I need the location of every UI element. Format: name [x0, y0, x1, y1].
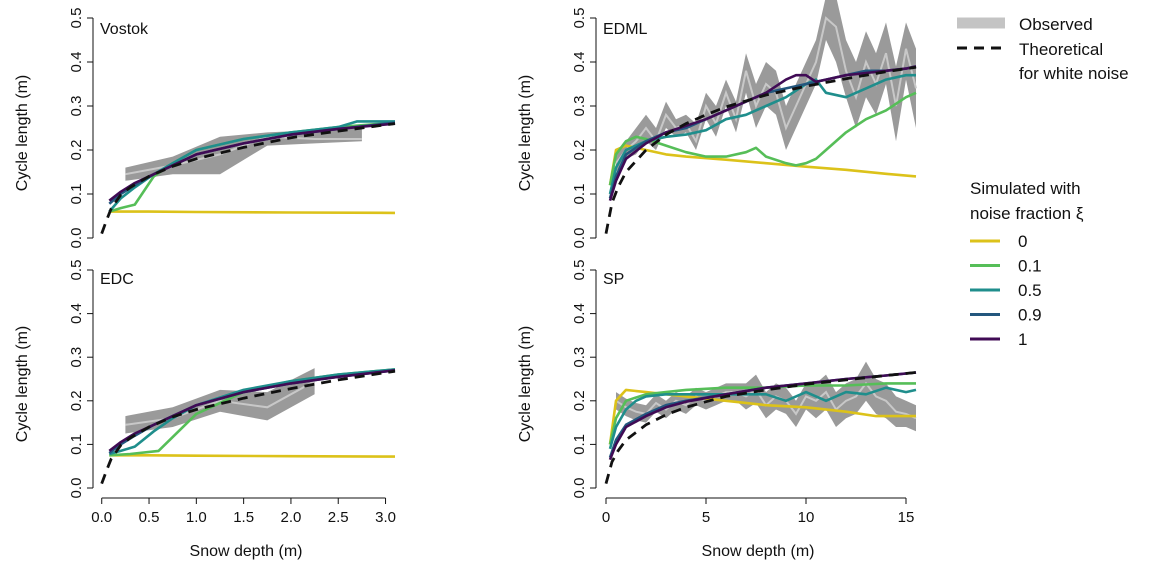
y-tick-label: 0.4 — [571, 52, 588, 73]
x-tick-label: 0.5 — [139, 509, 160, 526]
observed-line — [125, 380, 316, 426]
legend-theory-label-line1: Theoretical — [1019, 40, 1103, 59]
panel-label-sp: SP — [603, 271, 624, 288]
series-line-xi-0-5 — [108, 120, 395, 213]
x-tick-label: 2.5 — [328, 509, 349, 526]
y-tick-label: 0.1 — [571, 184, 588, 205]
legend-entries: 0 0.1 0.5 0.9 1 — [970, 232, 1042, 349]
y-tick-label: 0.5 — [571, 260, 588, 281]
panel-vostok: 0.0 0.1 0.2 0.3 0.4 0.5 Cycle length (m) Vosto… — [14, 8, 396, 249]
y-tick-label: 0.2 — [68, 140, 85, 161]
y-tick-label: 0.4 — [68, 52, 85, 73]
observed-line — [615, 16, 917, 164]
x-tick-label: 3.0 — [375, 509, 396, 526]
panel-edc: 0.0 0.1 0.2 0.3 0.4 0.5 Cycle length (m) 0.0 0.5… — [14, 260, 396, 560]
y-tick-label: 0.3 — [571, 96, 588, 117]
legend-label-xi-0: 0 — [1018, 232, 1027, 251]
series-line-xi-0-1 — [608, 91, 917, 186]
observed-band — [616, 361, 916, 432]
legend-label-xi-0-9: 0.9 — [1018, 306, 1042, 325]
panel-label-vostok: Vostok — [100, 21, 149, 38]
series-line-xi-0 — [109, 210, 396, 215]
y-tick-label: 0.1 — [68, 434, 85, 455]
y-tick-label: 0.4 — [68, 303, 85, 324]
plot-area-sp: 0.0 0.1 0.2 0.3 0.4 0.5 Cycle length (m) 0 5 10 15… — [517, 260, 917, 560]
y-tick-label: 0.0 — [571, 478, 588, 499]
legend-label-xi-0-1: 0.1 — [1018, 257, 1042, 276]
y-tick-label: 0.4 — [571, 303, 588, 324]
x-tick-label: 2.0 — [281, 509, 302, 526]
series-line-xi-1 — [108, 369, 396, 452]
legend: Observed Theoretical for white noise Sim… — [957, 15, 1129, 349]
theory-line — [604, 371, 917, 484]
x-axis-title: Snow depth (m) — [190, 543, 303, 560]
plot-area-vostok: 0.0 0.1 0.2 0.3 0.4 0.5 Cycle length (m) — [14, 8, 396, 249]
legend-theory-label-line2: for white noise — [1019, 64, 1129, 83]
y-axis-title: Cycle length (m) — [14, 326, 31, 442]
x-tick-label: 0.0 — [91, 509, 112, 526]
y-axis-title: Cycle length (m) — [517, 75, 534, 191]
y-tick-label: 0.3 — [68, 347, 85, 368]
y-tick-label: 0.5 — [68, 260, 85, 281]
series-line-xi-1 — [108, 122, 396, 202]
x-tick-label: 0 — [602, 509, 610, 526]
legend-label-xi-1: 1 — [1018, 330, 1027, 349]
y-tick-label: 0.3 — [68, 96, 85, 117]
y-tick-label: 0.5 — [68, 8, 85, 29]
series-line-xi-1 — [608, 65, 917, 201]
x-tick-label: 10 — [798, 509, 815, 526]
y-axis-title: Cycle length (m) — [14, 75, 31, 191]
panel-edml: 0.0 0.1 0.2 0.3 0.4 0.5 Cycle length (m) EDML — [517, 0, 917, 249]
series-line-xi-1 — [608, 371, 917, 461]
y-axis-title: Cycle length (m) — [517, 326, 534, 442]
legend-sim-title-line1: Simulated with — [970, 179, 1081, 198]
legend-sim-title-line2: noise fraction ξ — [970, 204, 1084, 223]
panel-label-edml: EDML — [603, 21, 648, 38]
x-axis-title: Snow depth (m) — [702, 543, 815, 560]
panel-label-edc: EDC — [100, 271, 134, 288]
y-tick-label: 0.0 — [571, 228, 588, 249]
y-tick-label: 0.2 — [571, 140, 588, 161]
x-tick-label: 5 — [702, 509, 710, 526]
series-line-xi-0-1 — [608, 382, 916, 445]
series-line-xi-0 — [109, 454, 396, 458]
series-line-xi-0 — [608, 388, 916, 445]
y-tick-label: 0.2 — [571, 390, 588, 411]
legend-label-xi-0-5: 0.5 — [1018, 281, 1042, 300]
x-tick-label: 1.0 — [186, 509, 207, 526]
observed-band — [125, 125, 362, 181]
x-tick-label: 15 — [898, 509, 915, 526]
y-tick-label: 0.0 — [68, 478, 85, 499]
theory-line — [604, 65, 917, 234]
legend-observed-label: Observed — [1019, 15, 1093, 34]
y-tick-label: 0.0 — [68, 228, 85, 249]
series-line-xi-0-5 — [608, 386, 917, 450]
y-tick-label: 0.2 — [68, 390, 85, 411]
y-tick-label: 0.1 — [571, 434, 588, 455]
panel-sp: 0.0 0.1 0.2 0.3 0.4 0.5 Cycle length (m) 0 5 10 15… — [517, 260, 917, 560]
y-tick-label: 0.5 — [571, 8, 588, 29]
series-line-xi-0 — [608, 144, 917, 186]
y-tick-label: 0.3 — [571, 347, 588, 368]
theory-line — [100, 122, 396, 235]
plot-area-edml: 0.0 0.1 0.2 0.3 0.4 0.5 Cycle length (m) — [517, 0, 917, 249]
y-tick-label: 0.1 — [68, 184, 85, 205]
x-tick-label: 1.5 — [233, 509, 254, 526]
plot-area-edc: 0.0 0.1 0.2 0.3 0.4 0.5 Cycle length (m) 0.0 0.5… — [14, 260, 396, 560]
theory-line — [100, 369, 396, 485]
